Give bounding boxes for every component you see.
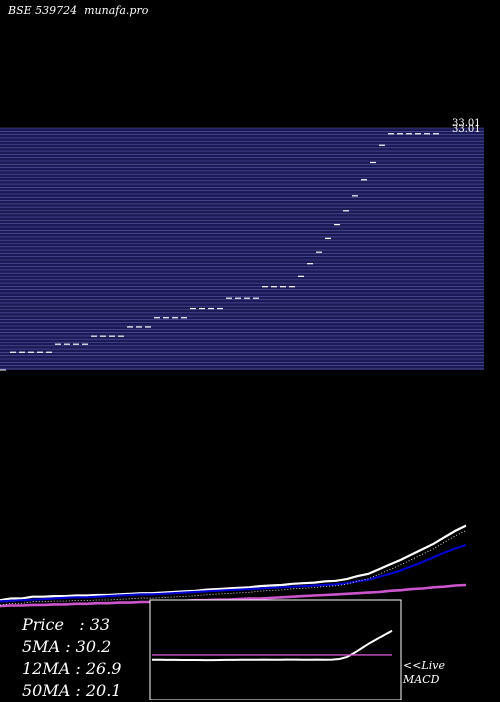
price-stat: Price : 33: [22, 615, 111, 634]
ma-line-50ma: [0, 583, 467, 608]
live-label: <<Live: [403, 659, 445, 672]
ma5-stat: 5MA : 30.2: [22, 637, 112, 656]
stats-panel: Price : 33 5MA : 30.2 12MA : 26.9 50MA :…: [22, 614, 121, 702]
ma-dotted-line: [0, 530, 467, 606]
ma-line-5ma: [0, 524, 467, 602]
price-band-lines: [0, 127, 484, 370]
ma12-stat: 12MA : 26.9: [22, 659, 122, 678]
price-axis-label-0: 33.01: [452, 118, 481, 129]
ma-line-12ma: [0, 543, 467, 603]
chart-title: BSE 539724 munafa.pro: [8, 4, 149, 17]
macd-panel-frame: [149, 599, 402, 700]
ma50-stat: 50MA : 20.1: [22, 681, 122, 700]
price-band: [0, 128, 484, 370]
macd-label: <<Live MACD: [403, 659, 445, 687]
price-axis-label-1: 33.01: [452, 124, 481, 135]
macd-title: MACD: [403, 673, 440, 686]
moving-averages: [0, 524, 467, 608]
macd-lines: [152, 629, 393, 662]
price-steps: [0, 133, 439, 371]
price-band-area: [0, 128, 484, 370]
